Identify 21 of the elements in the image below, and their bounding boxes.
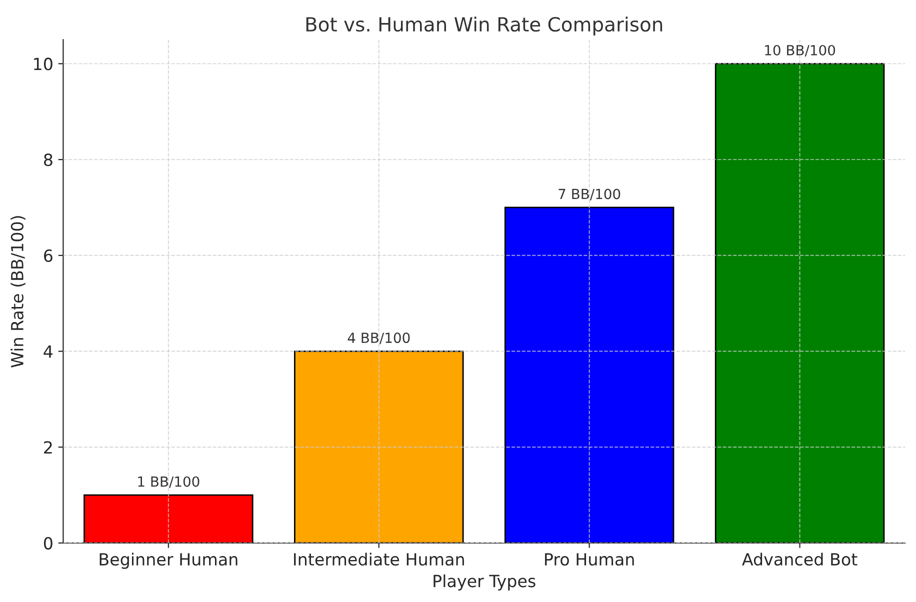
y-tick-label: 0 (44, 536, 52, 550)
y-tick-label: 10 (34, 58, 52, 70)
y-tick-label: 4 (44, 345, 53, 358)
data-label: 7 BB/100 (558, 188, 620, 200)
bar (84, 494, 254, 544)
data-label: 4 BB/100 (348, 332, 410, 344)
x-axis-title: Player Types (434, 574, 536, 591)
x-tick-label: Beginner Human (100, 552, 238, 569)
y-tick-label: 8 (44, 154, 52, 166)
chart-title: Bot vs. Human Win Rate Comparison (306, 16, 662, 36)
bar (294, 350, 464, 544)
data-label: 1 BB/100 (138, 476, 200, 488)
y-axis-title: Win Rate (BB/100) (10, 216, 26, 368)
y-tick-label: 2 (44, 441, 52, 454)
y-tick-label: 6 (44, 249, 52, 262)
x-tick-label: Advanced Bot (742, 552, 858, 566)
x-tick-label: Pro Human (545, 553, 634, 566)
data-label: 10 BB/100 (765, 44, 836, 57)
bar (504, 206, 674, 544)
bar (714, 63, 885, 544)
x-tick-label: Intermediate Human (294, 552, 464, 566)
